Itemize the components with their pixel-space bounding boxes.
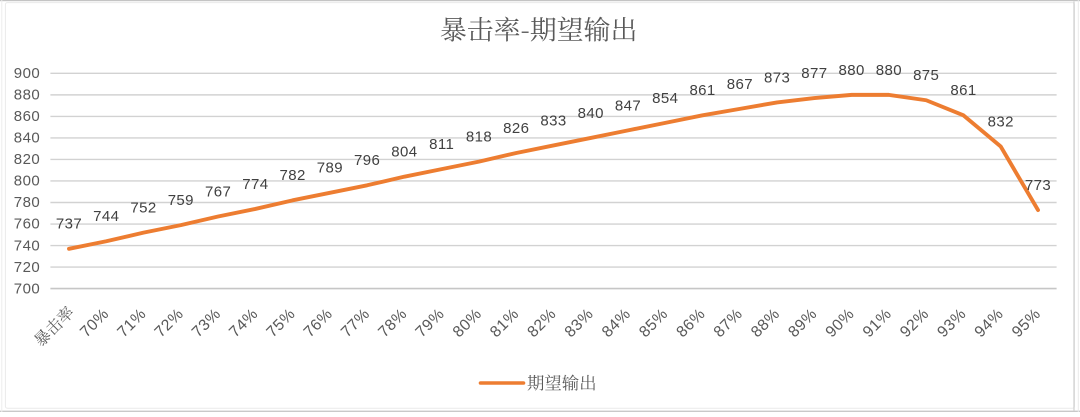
svg-text:811: 811 — [429, 136, 454, 153]
svg-text:900: 900 — [14, 65, 40, 82]
svg-text:800: 800 — [14, 173, 40, 190]
svg-text:854: 854 — [652, 90, 678, 107]
svg-text:774: 774 — [242, 176, 268, 193]
svg-text:832: 832 — [988, 113, 1014, 130]
svg-text:737: 737 — [56, 216, 82, 233]
svg-text:720: 720 — [14, 259, 40, 276]
svg-text:820: 820 — [14, 151, 40, 168]
svg-text:773: 773 — [1025, 177, 1051, 194]
svg-text:880: 880 — [14, 87, 40, 104]
svg-text:767: 767 — [205, 183, 231, 200]
svg-text:752: 752 — [130, 200, 156, 217]
svg-text:880: 880 — [839, 62, 865, 79]
svg-text:796: 796 — [354, 152, 380, 169]
svg-text:860: 860 — [14, 108, 40, 125]
svg-text:782: 782 — [279, 167, 305, 184]
svg-text:700: 700 — [14, 280, 40, 297]
svg-text:740: 740 — [14, 237, 40, 254]
svg-text:760: 760 — [14, 216, 40, 233]
svg-text:867: 867 — [727, 76, 753, 93]
svg-text:877: 877 — [801, 65, 827, 82]
svg-text:873: 873 — [764, 69, 790, 86]
svg-text:880: 880 — [876, 62, 902, 79]
svg-text:861: 861 — [950, 82, 976, 99]
svg-text:804: 804 — [391, 144, 417, 161]
svg-text:833: 833 — [540, 112, 566, 129]
svg-text:789: 789 — [317, 160, 343, 177]
svg-text:759: 759 — [168, 192, 194, 209]
svg-text:840: 840 — [578, 105, 604, 122]
svg-text:861: 861 — [689, 82, 715, 99]
svg-text:875: 875 — [913, 67, 939, 84]
svg-text:840: 840 — [14, 130, 40, 147]
svg-text:847: 847 — [615, 97, 641, 114]
svg-text:780: 780 — [14, 194, 40, 211]
svg-text:744: 744 — [93, 208, 119, 225]
svg-text:826: 826 — [503, 120, 529, 137]
svg-text:818: 818 — [466, 129, 492, 146]
